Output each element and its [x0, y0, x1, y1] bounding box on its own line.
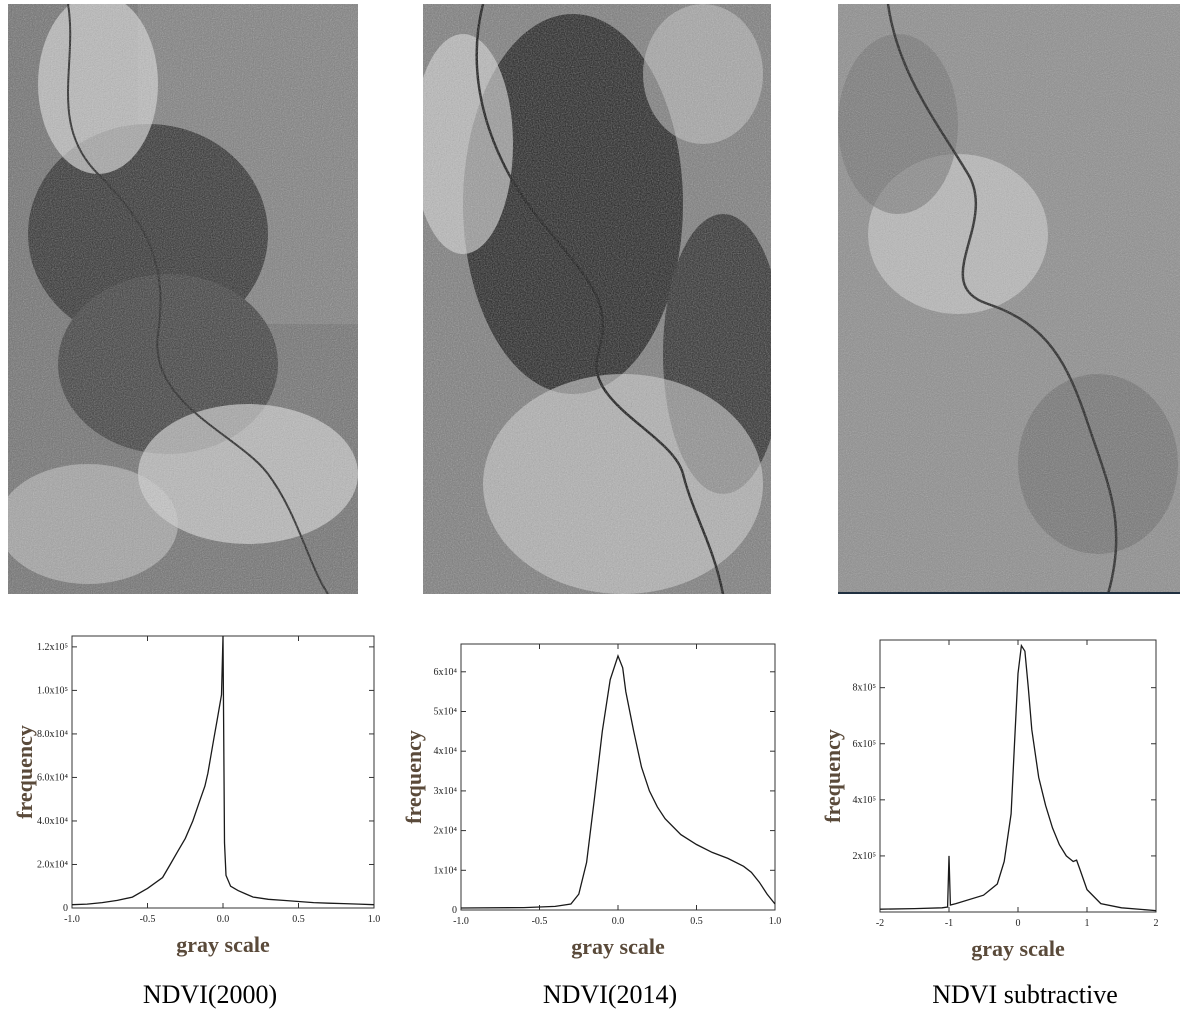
ndvi-2014-image	[423, 4, 771, 594]
x-tick-label: 2	[1154, 918, 1159, 929]
histogram-ndvi-2000-svg: -1.0 -0.5 0.0 0.5 1.0 0 2.0x10⁴ 4.0x10⁴ 6.0x10⁴ 8…	[12, 635, 381, 957]
y-axis-title: frequency	[820, 729, 845, 823]
histogram-ndvi-subtractive: -2 -1 0 1 2 2x10⁵ 4x10⁵ 6x10⁵ 8x10⁵ gray scale fre…	[808, 620, 1181, 980]
y-tick-label: 2x10⁴	[434, 826, 458, 837]
x-tick-label: -2	[876, 918, 884, 929]
x-tick-label: -0.5	[532, 916, 548, 927]
x-tick-label: 0.5	[292, 914, 305, 925]
x-tick-label: 0.5	[690, 916, 703, 927]
ndvi-subtractive-image	[838, 4, 1180, 594]
x-tick-label: -1.0	[64, 914, 80, 925]
y-tick-label: 4x10⁵	[853, 795, 877, 806]
y-tick-label: 1.0x10⁵	[37, 685, 68, 696]
histogram-ndvi-2014: -1.0 -0.5 0.0 0.5 1.0 0 1x10⁴ 2x10⁴ 3x10⁴ 4x10⁴ 5x…	[401, 620, 804, 980]
y-tick-label: 1.2x10⁵	[37, 642, 68, 653]
x-tick-label: -1.0	[453, 916, 469, 927]
series-line	[71, 635, 375, 906]
x-tick-label: 1.0	[769, 916, 782, 927]
x-tick-label: -0.5	[140, 914, 156, 925]
y-tick-label: 8x10⁵	[853, 683, 877, 694]
y-tick-label: 6.0x10⁴	[37, 772, 69, 783]
y-axis-title: frequency	[12, 725, 37, 819]
y-tick-label: 3x10⁴	[434, 786, 458, 797]
y-tick-label: 6x10⁵	[853, 739, 877, 750]
y-tick-label: 4.0x10⁴	[37, 816, 69, 827]
series-line	[460, 653, 776, 909]
y-tick-label: 6x10⁴	[434, 667, 458, 678]
ndvi-2014-image-drawing	[423, 4, 771, 594]
ndvi-subtractive-image-drawing	[838, 4, 1180, 594]
ndvi-2000-image	[8, 4, 358, 594]
x-tick-label: -1	[945, 918, 953, 929]
x-axis-title: gray scale	[176, 932, 270, 957]
x-axis-title: gray scale	[571, 934, 665, 959]
histogram-ndvi-2000: -1.0 -0.5 0.0 0.5 1.0 0 2.0x10⁴ 4.0x10⁴ 6.0x10⁴ 8…	[0, 620, 400, 980]
y-tick-label: 5x10⁴	[434, 706, 458, 717]
y-tick-label: 2x10⁵	[853, 851, 877, 862]
y-tick-label: 1x10⁴	[434, 865, 458, 876]
x-tick-label: 0.0	[612, 916, 625, 927]
plot-frame	[460, 643, 776, 911]
caption-ndvi-subtractive: NDVI subtractive	[932, 980, 1118, 1009]
caption-ndvi-2014: NDVI(2014)	[542, 980, 678, 1009]
series-line	[879, 643, 1157, 912]
ndvi-2000-image-drawing	[8, 4, 358, 594]
y-tick-label: 2.0x10⁴	[37, 859, 69, 870]
y-tick-label: 4x10⁴	[434, 746, 458, 757]
y-axis-title: frequency	[401, 730, 426, 824]
histogram-ndvi-subtractive-svg: -2 -1 0 1 2 2x10⁵ 4x10⁵ 6x10⁵ 8x10⁵ gray scale fre…	[820, 639, 1159, 961]
x-tick-label: 1	[1085, 918, 1090, 929]
x-axis-title: gray scale	[971, 936, 1065, 961]
x-tick-label: 0.0	[217, 914, 230, 925]
y-tick-label: 8.0x10⁴	[37, 729, 69, 740]
y-tick-label: 0	[63, 903, 68, 914]
x-tick-label: 0	[1016, 918, 1021, 929]
histogram-ndvi-2014-svg: -1.0 -0.5 0.0 0.5 1.0 0 1x10⁴ 2x10⁴ 3x10⁴ 4x10⁴ 5x…	[401, 643, 782, 959]
caption-ndvi-2000: NDVI(2000)	[142, 980, 278, 1009]
y-tick-label: 0	[452, 905, 457, 916]
x-tick-label: 1.0	[368, 914, 381, 925]
